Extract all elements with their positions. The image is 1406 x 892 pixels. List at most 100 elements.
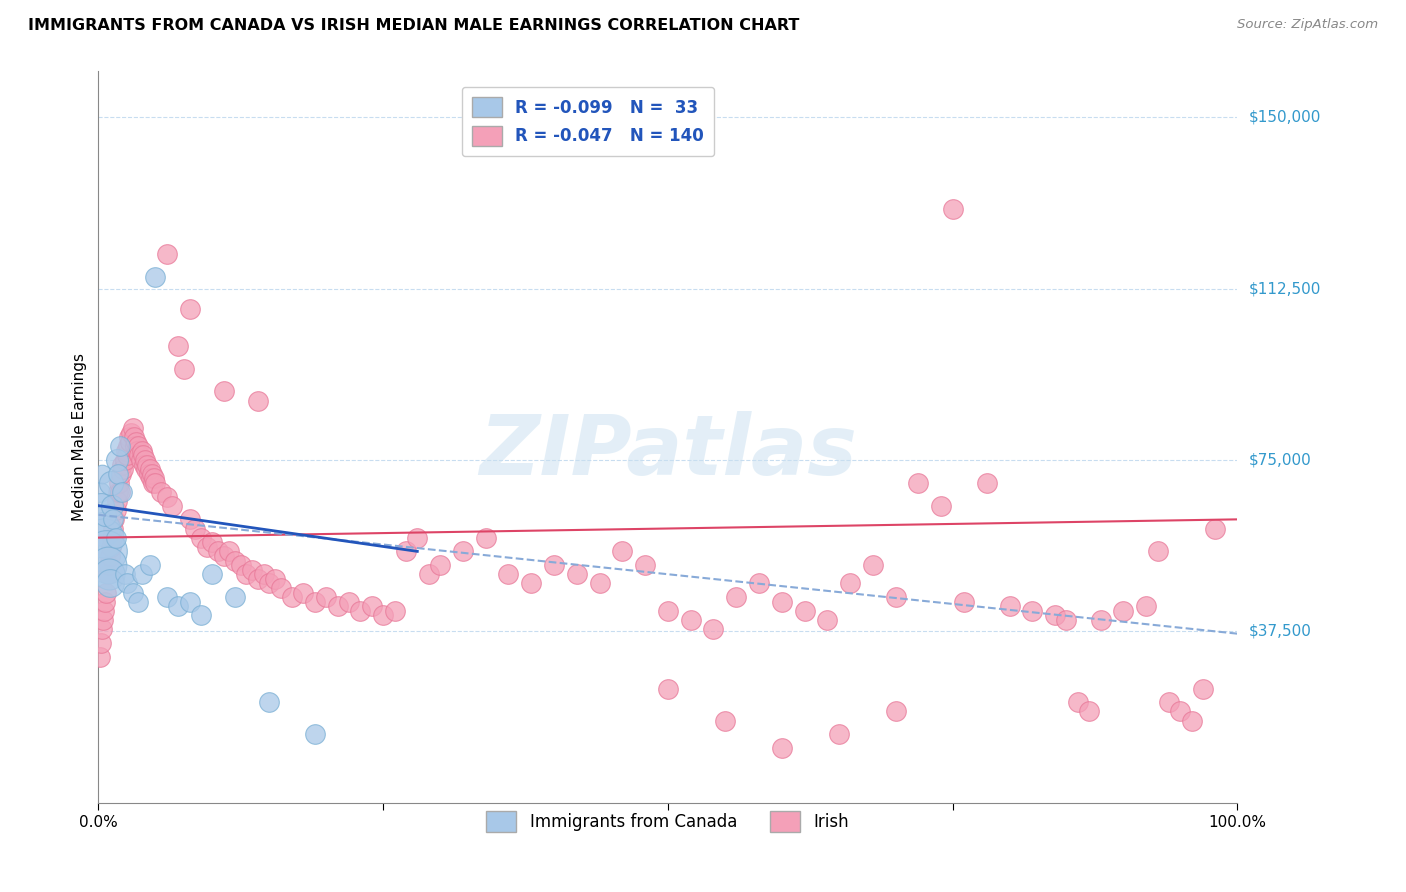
Point (96, 567, 118, 582)
Point (201, 535, 224, 549)
Point (122, 430, 145, 444)
Point (100, 475, 122, 490)
Point (114, 443, 136, 458)
Point (1043, 608, 1066, 623)
Point (91, 613, 114, 627)
Point (141, 467, 163, 481)
Point (127, 594, 149, 608)
Point (89, 484, 111, 499)
Point (793, 604, 815, 618)
Point (179, 301, 201, 317)
Point (135, 462, 157, 476)
Point (998, 599, 1021, 614)
Point (136, 458, 159, 472)
Point (770, 740, 793, 755)
Point (103, 512, 125, 526)
Point (131, 567, 153, 582)
Point (429, 558, 451, 573)
Point (201, 567, 224, 582)
Point (108, 439, 131, 453)
Point (406, 531, 429, 545)
Point (1204, 521, 1226, 535)
Point (108, 484, 131, 499)
Point (246, 572, 269, 586)
Point (1157, 695, 1180, 709)
Point (110, 467, 132, 481)
Point (132, 458, 155, 472)
Point (150, 484, 173, 499)
Point (315, 590, 337, 604)
Point (1170, 705, 1192, 719)
Point (292, 585, 315, 599)
Point (195, 540, 218, 554)
Point (156, 490, 179, 504)
Point (127, 439, 149, 453)
Point (124, 439, 146, 453)
Point (235, 567, 257, 582)
Point (97, 567, 120, 582)
Point (371, 608, 394, 623)
Point (1067, 695, 1090, 709)
Point (114, 567, 136, 582)
Point (93, 531, 115, 545)
Point (190, 608, 212, 623)
Point (474, 531, 496, 545)
Point (96, 558, 118, 573)
Point (118, 430, 141, 444)
Point (326, 599, 349, 614)
Point (1021, 604, 1043, 618)
Point (115, 448, 138, 462)
Point (565, 567, 588, 582)
Point (360, 599, 382, 614)
Point (101, 531, 124, 545)
Point (179, 512, 201, 526)
Point (498, 567, 520, 582)
Point (138, 462, 160, 476)
Text: $75,000: $75,000 (1249, 452, 1312, 467)
Point (281, 590, 304, 604)
Point (105, 453, 128, 467)
Point (190, 531, 212, 545)
Point (173, 361, 195, 376)
Point (714, 714, 737, 728)
Point (120, 434, 142, 449)
Point (770, 594, 793, 608)
Point (156, 247, 179, 261)
Point (1090, 613, 1112, 627)
Point (104, 531, 127, 545)
Point (543, 558, 565, 573)
Point (131, 443, 153, 458)
Point (94, 594, 117, 608)
Point (259, 576, 281, 591)
Point (748, 576, 770, 591)
Point (111, 484, 134, 499)
Point (612, 544, 634, 558)
Point (252, 567, 274, 582)
Point (349, 604, 371, 618)
Point (953, 594, 976, 608)
Point (207, 544, 229, 558)
Point (184, 521, 207, 535)
Point (212, 549, 235, 563)
Point (418, 567, 440, 582)
Point (162, 499, 184, 513)
Point (145, 475, 167, 490)
Point (1181, 714, 1204, 728)
Point (907, 475, 929, 490)
Point (1135, 599, 1157, 614)
Point (91, 521, 114, 535)
Point (107, 484, 129, 499)
Y-axis label: Median Male Earnings: Median Male Earnings (72, 353, 87, 521)
Text: $150,000: $150,000 (1249, 110, 1320, 125)
Point (929, 499, 952, 513)
Point (103, 521, 125, 535)
Point (167, 338, 190, 352)
Legend: Immigrants from Canada, Irish: Immigrants from Canada, Irish (479, 805, 856, 838)
Point (976, 475, 998, 490)
Point (1192, 681, 1215, 696)
Point (179, 594, 201, 608)
Point (89, 649, 111, 664)
Point (862, 558, 884, 573)
Point (104, 503, 127, 517)
Point (304, 594, 326, 608)
